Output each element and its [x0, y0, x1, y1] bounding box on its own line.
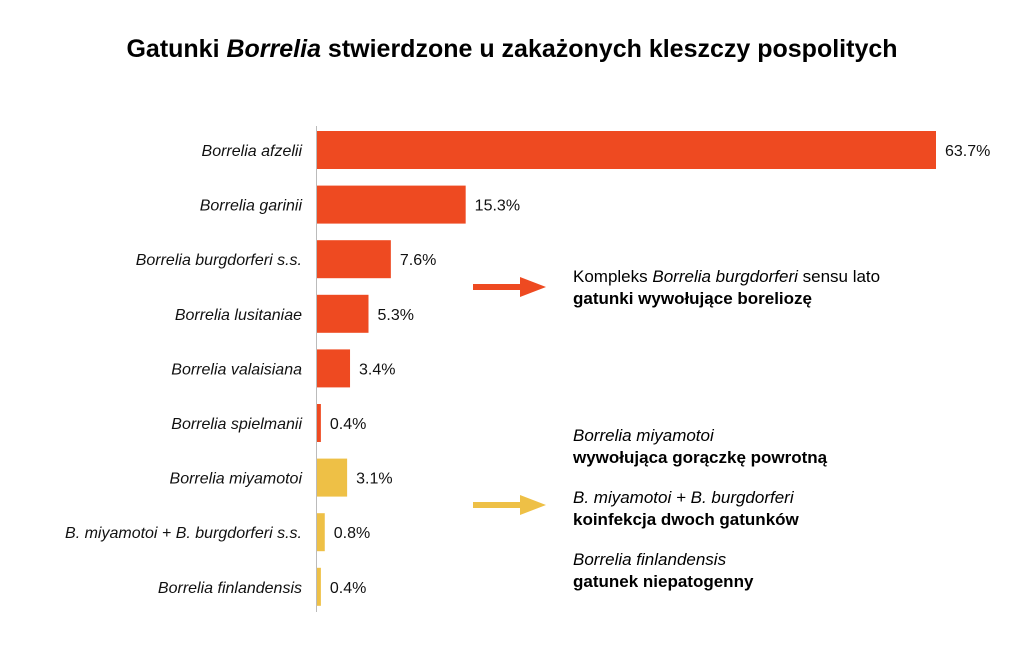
annotation-complex-italic: Borrelia burgdorferi [652, 267, 798, 286]
annotation-complex-line1: Kompleks Borrelia burgdorferi sensu lato [573, 267, 880, 286]
bar-borrelia-burgdorferi-s-s [317, 240, 391, 279]
annotation-miyamotoi: Borrelia miyamotoi wywołująca gorączkę p… [573, 425, 827, 469]
category-label-b-miyamotoi-b-burgdorferi-s-s: B. miyamotoi + B. burgdorferi s.s. [65, 525, 302, 542]
value-label-borrelia-finlandensis: 0.4% [330, 580, 366, 597]
category-label-borrelia-garinii: Borrelia garinii [200, 198, 303, 215]
bar-borrelia-lusitaniae [317, 294, 369, 333]
annotation-coinfection: B. miyamotoi + B. burgdorferi koinfekcja… [573, 487, 799, 531]
bar-borrelia-afzelii [317, 131, 936, 169]
bar-borrelia-spielmanii [317, 404, 321, 442]
annotation-complex-suffix: sensu lato [797, 267, 881, 286]
annotation-complex-prefix: Kompleks [573, 267, 653, 286]
category-labels: Borrelia afzelii Borrelia garinii Borrelia… [65, 143, 302, 597]
bar-b-miyamotoi-b-burgdorferi-s-s [317, 513, 325, 552]
arrow-red-head [520, 277, 546, 297]
value-labels: 63.7% 15.3% 7.6% 5.3% 3.4% 0.4% 3.1% 0.8% 0.4% [330, 143, 990, 597]
bar-borrelia-garinii [317, 185, 466, 224]
title-suffix: stwierdzone u zakażonych kleszczy pospol… [320, 35, 898, 63]
category-label-borrelia-lusitaniae: Borrelia lusitaniae [175, 307, 302, 324]
category-label-borrelia-spielmanii: Borrelia spielmanii [171, 416, 302, 433]
annotation-coinfection-line1: B. miyamotoi + B. burgdorferi [573, 488, 794, 507]
arrow-yellow [473, 495, 546, 515]
annotation-complex: Kompleks Borrelia burgdorferi sensu lato… [573, 266, 880, 310]
value-label-borrelia-valaisiana: 3.4% [359, 361, 395, 378]
category-label-borrelia-valaisiana: Borrelia valaisiana [171, 361, 302, 378]
bars-group [317, 131, 936, 606]
value-label-borrelia-spielmanii: 0.4% [330, 416, 366, 433]
title-prefix: Gatunki [126, 35, 227, 63]
annotation-coinfection-line2: koinfekcja dwoch gatunków [573, 510, 799, 529]
bar-borrelia-miyamotoi [317, 458, 348, 497]
value-label-borrelia-garinii: 15.3% [475, 198, 520, 215]
value-label-borrelia-burgdorferi-s-s: 7.6% [400, 252, 436, 269]
annotation-miyamotoi-line2: wywołująca gorączkę powrotną [573, 448, 828, 467]
chart-title: Gatunki Borrelia stwierdzone u zakażonyc… [0, 32, 1024, 66]
category-label-borrelia-afzelii: Borrelia afzelii [202, 143, 303, 160]
arrow-red [473, 277, 546, 297]
value-label-borrelia-lusitaniae: 5.3% [378, 307, 414, 324]
bar-borrelia-valaisiana [317, 349, 351, 388]
annotation-miyamotoi-line1: Borrelia miyamotoi [573, 426, 714, 445]
category-label-borrelia-finlandensis: Borrelia finlandensis [158, 580, 302, 597]
annotation-finlandensis: Borrelia finlandensis gatunek niepatogen… [573, 549, 753, 593]
value-label-b-miyamotoi-b-burgdorferi-s-s: 0.8% [334, 525, 370, 542]
category-label-borrelia-miyamotoi: Borrelia miyamotoi [170, 471, 303, 488]
arrow-yellow-head [520, 495, 546, 515]
value-label-borrelia-afzelii: 63.7% [945, 143, 990, 160]
value-label-borrelia-miyamotoi: 3.1% [356, 471, 392, 488]
category-label-borrelia-burgdorferi-s-s: Borrelia burgdorferi s.s. [136, 252, 302, 269]
annotation-finlandensis-line1: Borrelia finlandensis [573, 550, 727, 569]
bar-borrelia-finlandensis [317, 567, 321, 606]
annotation-finlandensis-line2: gatunek niepatogenny [573, 572, 754, 591]
annotation-complex-line2: gatunki wywołujące boreliozę [573, 289, 812, 308]
title-genus: Borrelia [226, 35, 321, 63]
